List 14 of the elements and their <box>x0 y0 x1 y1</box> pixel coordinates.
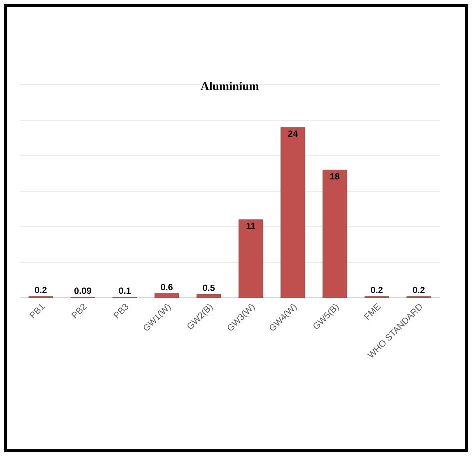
x-tick-label: PB2 <box>72 304 88 319</box>
data-label: 0.2 <box>371 287 383 294</box>
data-label: 0.2 <box>35 287 47 294</box>
data-label: 0.1 <box>119 288 131 294</box>
data-label: 0.2 <box>413 287 425 294</box>
x-tick-label: PB1 <box>30 304 46 319</box>
data-label: 24 <box>288 130 298 138</box>
x-tick-label: PB3 <box>114 304 129 319</box>
chart-title: Aluminium <box>200 82 260 90</box>
data-label: 18 <box>330 173 340 180</box>
data-label: 11 <box>246 223 256 230</box>
data-label: 0.5 <box>203 284 215 292</box>
data-label: 0.6 <box>161 284 173 291</box>
data-label: 0.09 <box>74 288 92 294</box>
